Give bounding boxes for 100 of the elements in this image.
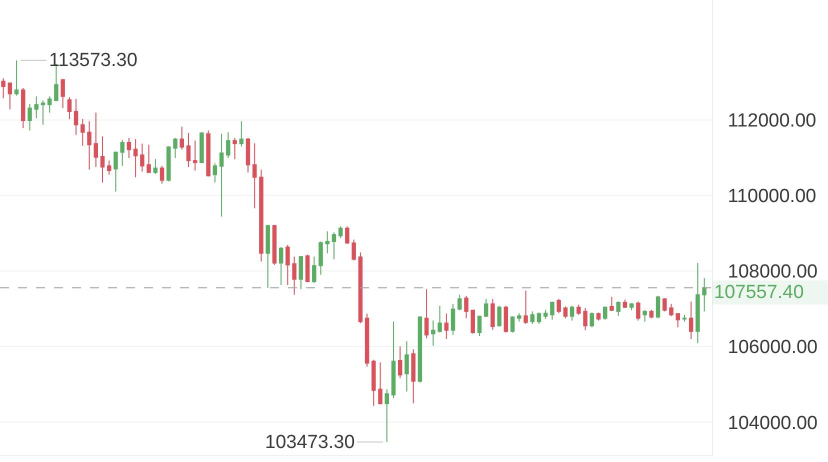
candlestick <box>266 224 270 288</box>
candlestick <box>259 169 264 262</box>
candlestick <box>60 78 65 109</box>
candlestick <box>186 132 191 168</box>
candlestick <box>133 138 138 178</box>
y-tick-label: 110000.00 <box>728 186 816 208</box>
candlestick <box>338 226 343 239</box>
candlestick <box>649 309 654 319</box>
candlestick <box>312 256 316 284</box>
candlestick <box>384 388 389 443</box>
candlestick <box>563 306 568 319</box>
candlestick <box>504 305 508 334</box>
candlestick <box>107 160 112 176</box>
candlestick <box>8 82 12 110</box>
candlestick <box>180 126 184 150</box>
annotation: 113573.30 <box>49 50 138 71</box>
y-tick-label: 106000.00 <box>728 337 818 358</box>
candlestick <box>318 240 323 276</box>
candlestick <box>246 137 250 173</box>
candlestick <box>510 316 515 334</box>
candlestick <box>424 288 429 339</box>
candlestick <box>272 224 277 266</box>
candlestick <box>226 132 230 158</box>
candlestick <box>80 118 85 146</box>
candlestick <box>444 313 449 340</box>
candlestick <box>616 301 620 316</box>
candlestick <box>166 146 171 182</box>
candlestick <box>325 230 330 254</box>
candlestick <box>206 130 210 177</box>
candlestick <box>378 362 382 405</box>
candlestick <box>536 312 542 324</box>
candlestick <box>34 96 38 119</box>
candlestick <box>477 315 482 336</box>
candlestick <box>458 294 462 311</box>
candlestick <box>682 314 687 322</box>
candlestick <box>391 321 396 398</box>
ref-line-label: 107557.40 <box>714 282 804 303</box>
candlestick <box>74 98 78 136</box>
candlestick <box>372 359 376 406</box>
candlestick <box>100 136 105 184</box>
candlestick <box>192 140 198 171</box>
candlestick <box>576 304 581 316</box>
candlestick <box>596 312 601 321</box>
candlestick <box>298 255 304 290</box>
candlestick <box>14 60 19 96</box>
candlestick <box>696 262 700 344</box>
candlestick <box>543 309 548 320</box>
candlestick <box>252 142 257 209</box>
candlestick <box>160 165 164 184</box>
annotation: 103473.30 <box>265 432 355 453</box>
candlestick <box>153 158 158 174</box>
candlestick <box>87 120 92 170</box>
candlestick <box>47 96 52 114</box>
candlestick <box>232 137 237 160</box>
candlestick <box>120 139 124 166</box>
candlestick <box>67 96 72 120</box>
candlestick <box>656 295 660 319</box>
candlestick <box>603 306 608 320</box>
y-tick-label: 108000.00 <box>728 262 818 283</box>
candlestick <box>524 290 528 324</box>
candlestick <box>629 302 634 311</box>
candlestick <box>464 295 468 319</box>
candlestick <box>642 310 647 322</box>
candlestick <box>219 133 224 218</box>
candlestick <box>114 151 118 192</box>
candlestick <box>636 301 640 321</box>
candlestick <box>431 320 436 346</box>
candlestick <box>411 348 416 404</box>
candlestick <box>570 305 574 321</box>
candlestick <box>669 303 674 317</box>
candlestick <box>450 303 456 336</box>
candlestick <box>530 310 534 324</box>
candlestick <box>590 312 594 328</box>
candlestick <box>583 307 588 331</box>
candlestick <box>662 298 667 312</box>
y-tick-label: 104000.00 <box>728 412 818 434</box>
candlestick <box>610 296 614 312</box>
candlestick <box>358 252 363 324</box>
candlestick <box>418 316 422 383</box>
candlestick <box>550 301 554 320</box>
candlestick <box>278 246 284 286</box>
candlestick <box>438 305 442 334</box>
candlestick <box>200 132 204 164</box>
candlestick <box>470 309 475 334</box>
candlestick <box>404 340 409 392</box>
candlestick <box>126 137 132 158</box>
candlestick <box>517 312 522 322</box>
candlestick <box>364 313 370 368</box>
candlestick <box>146 144 151 174</box>
candlestick <box>140 143 144 172</box>
candlestick <box>490 298 495 330</box>
candlestick <box>332 232 336 260</box>
candlestick <box>688 301 694 340</box>
candlestick <box>398 346 402 379</box>
candlestick <box>28 103 32 131</box>
candlestick <box>21 88 26 129</box>
y-tick-label: 112000.00 <box>728 110 816 132</box>
candlestick <box>173 137 178 158</box>
candlestick <box>286 244 290 286</box>
candlestick <box>345 226 350 244</box>
